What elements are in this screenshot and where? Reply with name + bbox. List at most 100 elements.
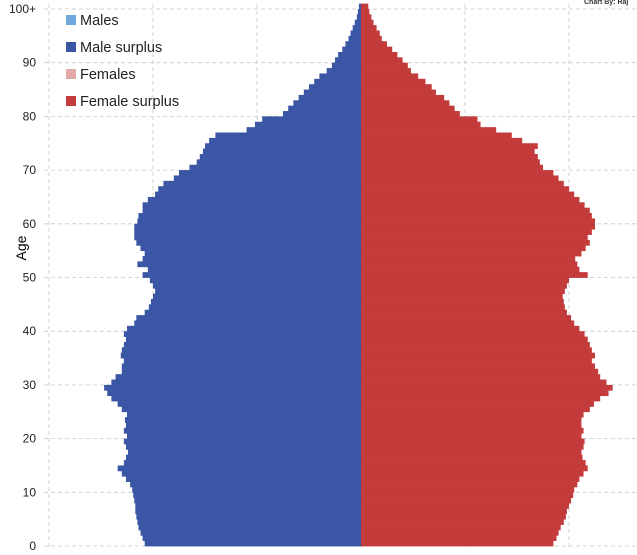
bar-female bbox=[361, 153, 538, 160]
bar-female bbox=[361, 132, 512, 139]
y-tick-label: 40 bbox=[23, 324, 37, 338]
bar-male bbox=[120, 352, 361, 359]
bar-female bbox=[361, 277, 569, 284]
bar-female bbox=[361, 492, 574, 499]
bar-female bbox=[361, 540, 554, 547]
bar-male bbox=[135, 503, 361, 509]
y-tick-label: 70 bbox=[23, 163, 37, 177]
bar-male bbox=[354, 19, 361, 26]
bar-female bbox=[361, 84, 432, 90]
bar-male bbox=[125, 476, 362, 482]
bar-female bbox=[361, 395, 601, 402]
legend: Males Male surplus Females Female surplus bbox=[66, 13, 179, 110]
bar-female bbox=[361, 481, 578, 488]
bar-female bbox=[361, 529, 559, 536]
bar-female bbox=[361, 288, 565, 295]
bar-female bbox=[361, 245, 586, 252]
chart-credit: Chart By: Raj bbox=[584, 0, 628, 6]
bar-male bbox=[111, 395, 362, 402]
bar-male bbox=[132, 486, 361, 493]
bar-male bbox=[107, 390, 362, 397]
bar-male bbox=[215, 132, 361, 139]
bar-female bbox=[361, 94, 445, 101]
bar-male bbox=[345, 41, 361, 47]
y-tick-label: 20 bbox=[23, 432, 37, 446]
bar-female bbox=[361, 25, 377, 31]
bar-male bbox=[262, 116, 361, 123]
y-tick-label: 10 bbox=[23, 485, 37, 499]
bar-male bbox=[288, 105, 361, 112]
bar-female bbox=[361, 223, 595, 230]
bar-male bbox=[155, 288, 361, 295]
bar-female bbox=[361, 535, 557, 542]
bar-female bbox=[361, 347, 592, 354]
bar-male bbox=[125, 336, 362, 343]
bar-female bbox=[361, 401, 594, 407]
bar-male bbox=[155, 191, 361, 198]
bar-male bbox=[125, 443, 362, 450]
bar-male bbox=[123, 460, 361, 466]
bar-male bbox=[326, 68, 361, 74]
bar-female bbox=[361, 422, 582, 429]
bar-female bbox=[361, 336, 588, 343]
bar-female bbox=[361, 374, 601, 380]
bar-female bbox=[361, 341, 590, 348]
bar-male bbox=[314, 78, 361, 85]
bar-male bbox=[246, 127, 361, 133]
bar-male bbox=[124, 417, 361, 423]
bar-female bbox=[361, 256, 576, 262]
bar-female bbox=[361, 460, 586, 466]
bar-male bbox=[138, 213, 361, 219]
bar-male bbox=[123, 427, 361, 434]
bar-male bbox=[309, 84, 361, 90]
bar-male bbox=[135, 508, 361, 515]
bar-male bbox=[331, 62, 361, 69]
bar-female bbox=[361, 411, 584, 418]
bar-female bbox=[361, 3, 369, 10]
bar-male bbox=[189, 164, 361, 171]
bar-male bbox=[121, 406, 361, 413]
bar-female bbox=[361, 438, 585, 445]
bar-female bbox=[361, 73, 419, 80]
bar-female bbox=[361, 250, 582, 257]
bar-male bbox=[140, 245, 361, 252]
bar-female bbox=[361, 62, 408, 69]
bar-female bbox=[361, 443, 584, 450]
bar-female bbox=[361, 524, 561, 531]
bar-male bbox=[121, 470, 361, 477]
bar-female bbox=[361, 207, 590, 214]
bar-female bbox=[361, 127, 497, 133]
bar-male bbox=[140, 529, 361, 536]
bar-male bbox=[335, 57, 361, 64]
bar-male bbox=[283, 111, 361, 117]
bar-male bbox=[196, 159, 361, 166]
y-tick-label: 80 bbox=[23, 109, 37, 123]
bar-female bbox=[361, 449, 582, 456]
legend-swatch bbox=[66, 69, 76, 79]
bar-female bbox=[361, 218, 595, 225]
bar-female bbox=[361, 320, 575, 327]
bar-male bbox=[150, 298, 361, 305]
bar-male bbox=[199, 153, 361, 160]
bar-female bbox=[361, 143, 538, 150]
bar-female bbox=[361, 476, 580, 482]
y-tick-label: 100+ bbox=[9, 2, 36, 16]
bar-female bbox=[361, 51, 398, 58]
bar-male bbox=[298, 94, 361, 101]
bar-male bbox=[121, 368, 361, 375]
bar-male bbox=[123, 438, 361, 445]
bar-male bbox=[115, 374, 361, 380]
bar-female bbox=[361, 304, 565, 311]
bar-male bbox=[144, 309, 361, 316]
bar-female bbox=[361, 111, 460, 117]
bar-male bbox=[319, 73, 361, 80]
bar-female bbox=[361, 148, 535, 155]
bar-female bbox=[361, 293, 563, 300]
bar-female bbox=[361, 513, 566, 520]
y-tick-label: 0 bbox=[29, 539, 36, 553]
bar-female bbox=[361, 46, 393, 53]
bar-female bbox=[361, 186, 569, 192]
bar-male bbox=[137, 218, 361, 225]
bar-male bbox=[338, 51, 361, 58]
bar-female bbox=[361, 331, 585, 337]
